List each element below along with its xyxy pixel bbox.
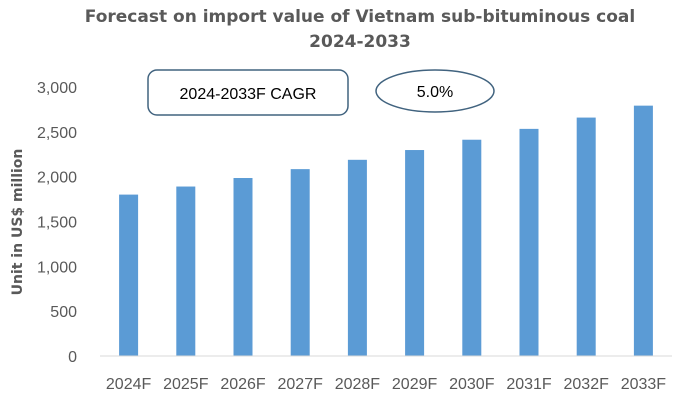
bar-2029F — [405, 150, 425, 356]
x-tick-label: 2027F — [278, 376, 324, 393]
y-tick-label: 1,000 — [37, 259, 77, 276]
bar-2033F — [633, 105, 653, 356]
x-tick-label: 2032F — [564, 376, 610, 393]
y-tick-label: 0 — [68, 349, 77, 366]
bar-2032F — [576, 117, 596, 357]
cagr-value: 5.0% — [417, 84, 453, 101]
bar-2024F — [119, 194, 139, 356]
cagr-label-box — [147, 69, 349, 116]
y-axis-label: Unit in US$ million — [10, 149, 26, 296]
x-tick-label: 2026F — [220, 376, 266, 393]
chart-title-line1: Forecast on import value of Vietnam sub-… — [85, 7, 635, 27]
y-tick-label: 1,500 — [37, 215, 77, 232]
bar-2030F — [462, 139, 482, 356]
bar-2031F — [519, 128, 539, 356]
y-tick-label: 2,000 — [37, 170, 77, 187]
cagr-value-ellipse — [375, 69, 495, 113]
x-tick-label: 2028F — [335, 376, 381, 393]
y-tick-label: 2,500 — [37, 125, 77, 142]
x-tick-label: 2024F — [106, 376, 152, 393]
cagr-label: 2024-2033F CAGR — [180, 86, 317, 103]
x-tick-label: 2033F — [621, 376, 667, 393]
x-tick-label: 2030F — [449, 376, 495, 393]
x-tick-label: 2029F — [392, 376, 438, 393]
bar-2028F — [347, 159, 367, 356]
chart-title-line2: 2024-2033 — [309, 32, 411, 52]
x-tick-label: 2031F — [506, 376, 552, 393]
bar-2027F — [290, 169, 310, 356]
x-tick-label: 2025F — [163, 376, 209, 393]
y-tick-label: 500 — [50, 304, 77, 321]
y-tick-label: 3,000 — [37, 80, 77, 97]
bar-2025F — [176, 186, 196, 356]
bar-2026F — [233, 178, 253, 356]
